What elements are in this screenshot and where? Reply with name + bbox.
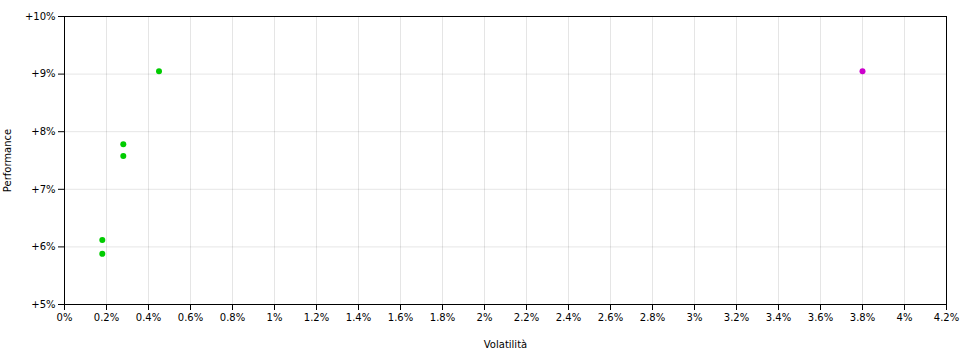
svg-text:3.4%: 3.4%	[766, 312, 791, 323]
svg-text:+5%: +5%	[31, 299, 55, 310]
svg-text:3%: 3%	[687, 312, 703, 323]
svg-text:0.4%: 0.4%	[136, 312, 161, 323]
svg-text:2.8%: 2.8%	[640, 312, 665, 323]
svg-text:3.8%: 3.8%	[850, 312, 875, 323]
svg-text:2.2%: 2.2%	[514, 312, 539, 323]
svg-text:Volatilità: Volatilità	[484, 339, 527, 350]
svg-text:+8%: +8%	[31, 126, 55, 137]
svg-text:1%: 1%	[267, 312, 283, 323]
svg-text:4.2%: 4.2%	[934, 312, 959, 323]
svg-text:1.4%: 1.4%	[346, 312, 371, 323]
svg-text:+7%: +7%	[31, 184, 55, 195]
svg-text:3.6%: 3.6%	[808, 312, 833, 323]
svg-text:2%: 2%	[477, 312, 493, 323]
svg-text:2.6%: 2.6%	[598, 312, 623, 323]
svg-text:Performance: Performance	[2, 129, 13, 192]
svg-text:0%: 0%	[57, 312, 73, 323]
svg-text:3.2%: 3.2%	[724, 312, 749, 323]
svg-text:0.2%: 0.2%	[94, 312, 119, 323]
svg-text:2.4%: 2.4%	[556, 312, 581, 323]
svg-text:0.8%: 0.8%	[220, 312, 245, 323]
svg-text:1.2%: 1.2%	[304, 312, 329, 323]
svg-text:4%: 4%	[897, 312, 913, 323]
svg-text:0.6%: 0.6%	[178, 312, 203, 323]
svg-text:+10%: +10%	[25, 11, 56, 22]
svg-text:+6%: +6%	[31, 241, 55, 252]
svg-text:+9%: +9%	[31, 68, 55, 79]
svg-text:1.6%: 1.6%	[388, 312, 413, 323]
svg-text:1.8%: 1.8%	[430, 312, 455, 323]
